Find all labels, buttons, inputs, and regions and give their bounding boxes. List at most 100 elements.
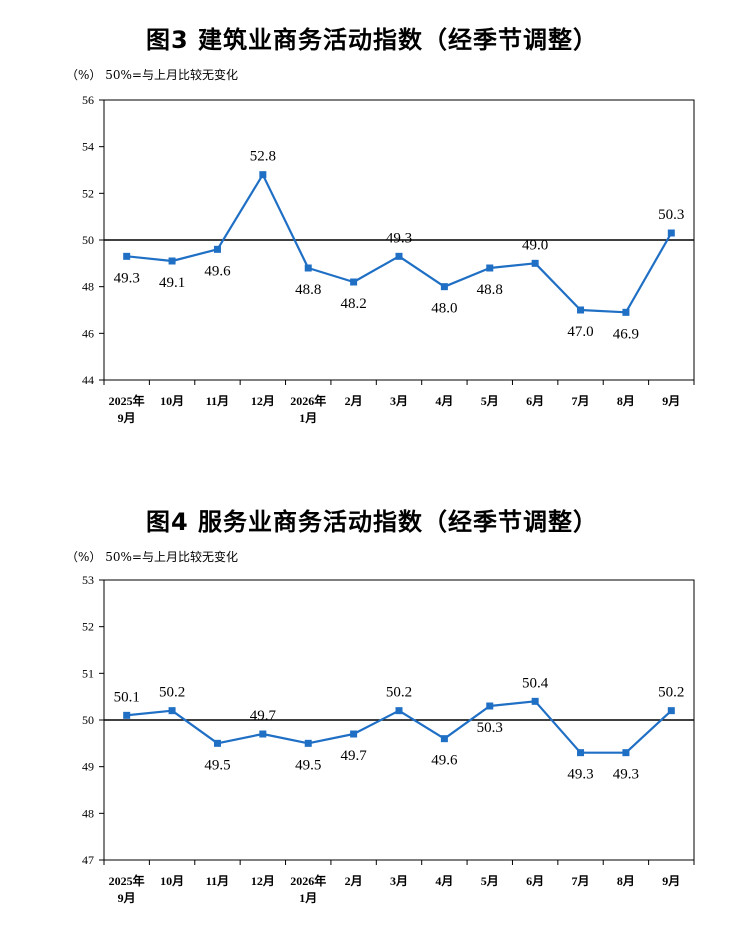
data-point [531, 697, 539, 705]
x-tick-label: 10月 [160, 874, 184, 888]
y-tick-label: 52 [82, 620, 94, 634]
data-point [350, 730, 358, 738]
construction-plot: 44 46 48 50 52 54 56 2025年 9月 10月 11月 12月 2026年 1月 2月 3… [82, 93, 695, 425]
data-label: 49.6 [431, 753, 458, 769]
data-label: 52.8 [250, 149, 276, 165]
data-point [486, 702, 494, 710]
data-label: 50.1 [114, 689, 140, 705]
y-tick-label: 46 [82, 326, 94, 340]
data-point [577, 749, 585, 757]
x-tick-label: 11月 [206, 874, 229, 888]
data-label: 49.0 [522, 237, 548, 253]
data-label: 50.2 [159, 685, 185, 701]
y-tick-label: 51 [82, 666, 94, 680]
data-point [531, 259, 539, 267]
chart-note: （%） 50%=与上月比较无变化 [66, 68, 238, 82]
x-tick-label: 8月 [617, 394, 635, 408]
data-point [213, 739, 221, 747]
x-tick-label: 2月 [345, 874, 363, 888]
data-label: 49.3 [567, 767, 593, 783]
data-point [440, 283, 448, 291]
data-point [213, 245, 221, 253]
x-tick-label: 7月 [572, 874, 590, 888]
data-label: 49.3 [114, 270, 140, 286]
y-tick-label: 49 [82, 760, 94, 774]
data-point [123, 711, 131, 719]
data-label: 49.7 [250, 708, 277, 724]
data-label: 48.2 [340, 296, 366, 312]
data-label: 50.3 [658, 207, 684, 223]
data-point [622, 749, 630, 757]
y-tick-label: 47 [82, 853, 94, 867]
data-label: 50.2 [386, 685, 412, 701]
y-tick-label: 48 [82, 806, 94, 820]
data-label: 50.3 [477, 720, 503, 736]
y-tick-label: 48 [82, 280, 94, 294]
x-tick-label: 6月 [526, 394, 544, 408]
data-label: 49.3 [386, 230, 412, 246]
data-point [395, 707, 403, 715]
y-tick-label: 56 [82, 93, 94, 107]
data-label: 49.6 [204, 263, 231, 279]
data-point [168, 257, 176, 265]
x-tick-label: 2026年 1月 [290, 873, 326, 905]
x-tick-label: 10月 [160, 394, 184, 408]
data-point [440, 735, 448, 743]
x-tick-label: 5月 [481, 874, 499, 888]
data-point [304, 739, 312, 747]
x-tick-label: 12月 [251, 874, 275, 888]
x-tick-label: 11月 [206, 394, 229, 408]
x-tick-label: 5月 [481, 394, 499, 408]
x-tick-label: 9月 [662, 394, 680, 408]
data-label: 48.8 [295, 282, 321, 298]
y-tick-label: 44 [82, 373, 94, 387]
x-tick-label: 7月 [572, 394, 590, 408]
data-point [622, 308, 630, 316]
x-tick-label: 2025年 9月 [109, 393, 145, 425]
data-point [304, 264, 312, 272]
data-point [577, 306, 585, 314]
x-tick-label: 9月 [662, 874, 680, 888]
data-point [667, 229, 675, 237]
x-tick-label: 4月 [435, 394, 453, 408]
data-point [259, 730, 267, 738]
chart-title: 图4 服务业商务活动指数（经季节调整） [145, 508, 599, 536]
chart-title: 图3 建筑业商务活动指数（经季节调整） [145, 26, 599, 54]
data-label: 49.1 [159, 275, 185, 291]
data-label: 49.3 [613, 767, 639, 783]
x-tick-label: 2025年 9月 [109, 873, 145, 905]
data-point [350, 278, 358, 286]
data-label: 50.4 [522, 675, 549, 691]
x-tick-label: 2月 [345, 394, 363, 408]
data-label: 48.8 [477, 282, 503, 298]
data-point [259, 171, 267, 179]
services-plot: 47 48 49 50 51 52 53 2025年 9月 10月 11月 12月 2026年 1月 2月 3… [82, 573, 695, 905]
data-point [123, 252, 131, 260]
y-tick-label: 53 [82, 573, 94, 587]
data-label: 48.0 [431, 301, 457, 317]
x-tick-label: 2026年 1月 [290, 393, 326, 425]
x-tick-label: 12月 [251, 394, 275, 408]
x-tick-label: 3月 [390, 874, 408, 888]
data-label: 50.2 [658, 685, 684, 701]
data-point [486, 264, 494, 272]
y-tick-label: 52 [82, 186, 94, 200]
data-label: 49.5 [204, 757, 230, 773]
y-tick-label: 50 [82, 713, 94, 727]
y-tick-label: 54 [82, 140, 94, 154]
data-label: 46.9 [613, 326, 639, 342]
services-chart: 图4 服务业商务活动指数（经季节调整） （%） 50%=与上月比较无变化 47 4… [0, 480, 744, 930]
x-tick-label: 8月 [617, 874, 635, 888]
data-label: 49.5 [295, 757, 321, 773]
data-label: 49.7 [340, 748, 367, 764]
x-tick-label: 3月 [390, 394, 408, 408]
data-point [395, 252, 403, 260]
construction-chart: 图3 建筑业商务活动指数（经季节调整） （%） 50%=与上月比较无变化 44 4… [0, 0, 744, 460]
chart-note: （%） 50%=与上月比较无变化 [66, 550, 238, 564]
x-tick-label: 6月 [526, 874, 544, 888]
y-tick-label: 50 [82, 233, 94, 247]
data-label: 47.0 [567, 324, 593, 340]
x-tick-label: 4月 [435, 874, 453, 888]
data-point [667, 707, 675, 715]
data-point [168, 707, 176, 715]
